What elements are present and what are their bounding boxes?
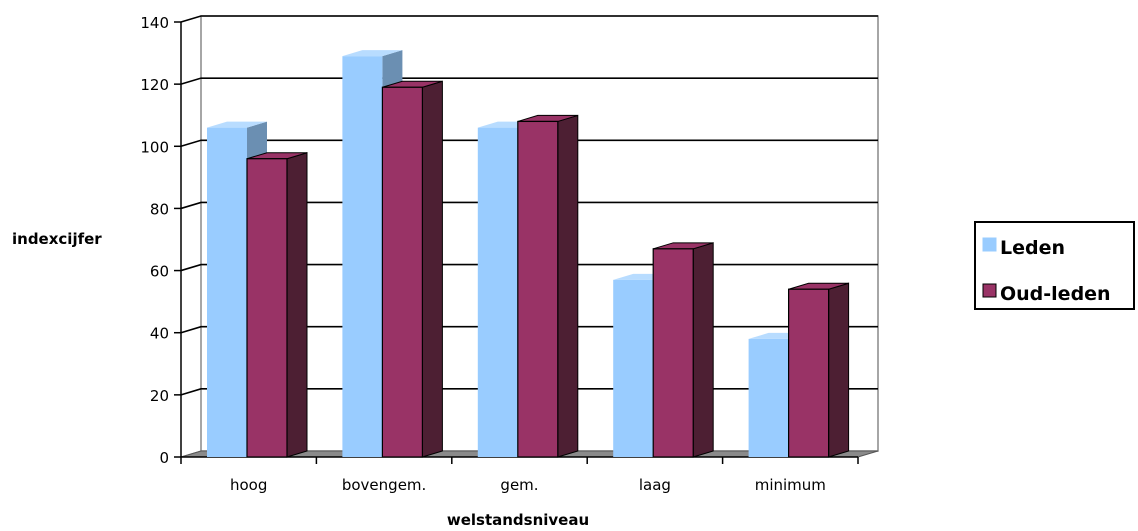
y-tick-label: 60 xyxy=(150,263,169,281)
legend-swatch-leden xyxy=(982,237,997,252)
y-tick-label: 80 xyxy=(150,200,169,218)
bars xyxy=(207,50,850,458)
y-tick-label: 100 xyxy=(140,138,169,156)
bar-front xyxy=(652,248,694,458)
x-tick-label: laag xyxy=(639,476,671,494)
bar-side xyxy=(692,242,714,458)
x-axis-title: welstandsniveau xyxy=(447,511,589,529)
bar-front xyxy=(517,120,559,458)
bar-front xyxy=(246,158,288,458)
bar-side xyxy=(286,152,308,458)
legend-label-oud-leden: Oud-leden xyxy=(1000,283,1111,305)
tick-labels: 0 20 40 60 80 100 120 140 hoog bovengem. gem. laag m… xyxy=(140,14,826,494)
bar-top xyxy=(342,50,403,57)
x-tick-label: minimum xyxy=(755,476,826,494)
bar-oud-leden-gem xyxy=(517,114,579,458)
bar-oud-leden-minimum xyxy=(787,282,850,458)
y-axis-title: indexcijfer xyxy=(12,230,102,248)
bar-front xyxy=(342,56,383,458)
x-tick-label: hoog xyxy=(230,476,267,494)
bar-top xyxy=(207,121,267,128)
bar-front xyxy=(748,338,789,457)
x-tick-label: bovengem. xyxy=(342,476,426,494)
bar-front xyxy=(613,279,654,457)
bar-front xyxy=(207,127,247,458)
gridline xyxy=(180,201,878,210)
x-tick-label: gem. xyxy=(500,476,538,494)
y-tick-label: 120 xyxy=(140,76,169,94)
y-tick-label: 140 xyxy=(140,14,169,32)
bar-front xyxy=(381,86,423,458)
legend-box xyxy=(974,221,1135,310)
bar-side xyxy=(828,282,850,458)
side-wall xyxy=(180,15,202,458)
y-tick-label: 20 xyxy=(150,387,169,405)
gridline xyxy=(180,139,878,148)
bar-side xyxy=(421,80,443,458)
legend-swatch-oud-leden xyxy=(982,283,997,298)
bar-front xyxy=(787,288,830,458)
legend: Leden Oud-leden xyxy=(974,221,1135,310)
gridline xyxy=(180,263,878,272)
bar-side xyxy=(557,114,579,458)
bar-front xyxy=(477,127,518,458)
gridlines xyxy=(180,15,878,396)
legend-label-leden: Leden xyxy=(1000,237,1065,259)
bar-oud-leden-laag xyxy=(652,242,714,458)
y-tick-label: 0 xyxy=(159,449,169,467)
gridline xyxy=(180,15,878,23)
bar-oud-leden-bovengem xyxy=(381,80,443,458)
y-tick-label: 40 xyxy=(150,325,169,343)
gridline xyxy=(180,77,878,85)
bar-oud-leden-hoog xyxy=(246,152,308,458)
